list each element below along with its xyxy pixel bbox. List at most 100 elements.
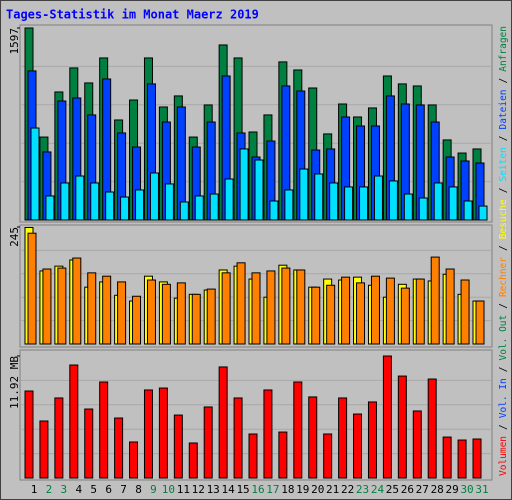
bar (344, 186, 354, 221)
bar (269, 200, 279, 221)
bar (206, 288, 216, 345)
x-tick-label: 29 (446, 483, 459, 496)
bar (356, 282, 366, 345)
bar (90, 182, 100, 221)
legend-separator: / (498, 303, 509, 309)
bar (236, 262, 246, 345)
bar (179, 201, 189, 221)
x-tick-label: 22 (341, 483, 354, 496)
x-tick-label: 1 (31, 483, 38, 496)
bar (430, 256, 440, 345)
legend: Volumen / Vol. In / Vol. Out / Rechner / Besuche… (498, 26, 509, 476)
legend-separator: / (498, 366, 509, 372)
x-tick-label: 16 (251, 483, 264, 496)
y-tick-label: 245 (8, 227, 21, 247)
bar (412, 410, 422, 479)
bar (224, 178, 234, 221)
bar (472, 438, 482, 479)
legend-entry: Dateien (498, 89, 509, 129)
bar (75, 175, 85, 221)
legend-separator: / (498, 78, 509, 84)
bar (114, 417, 124, 479)
x-tick-label: 28 (431, 483, 444, 496)
bar (359, 186, 369, 221)
bar (457, 439, 467, 479)
y-tick-label: 1597 (8, 28, 21, 55)
bar (42, 268, 52, 345)
bar (69, 364, 79, 479)
bar (397, 375, 407, 479)
bar (427, 378, 437, 479)
x-tick-label: 18 (281, 483, 294, 496)
bar (284, 189, 294, 221)
x-tick-label: 12 (192, 483, 205, 496)
bar (24, 390, 34, 479)
bar (293, 381, 303, 479)
bar (45, 195, 55, 221)
bar (382, 355, 392, 479)
bar (149, 172, 159, 221)
bar (388, 180, 398, 221)
bar (203, 406, 213, 479)
bar (418, 197, 428, 221)
legend-entry: Vol. Out (498, 315, 509, 361)
x-tick-label: 4 (75, 483, 82, 496)
bar (39, 420, 49, 479)
legend-entry: Seiten (498, 147, 509, 181)
x-tick-label: 17 (266, 483, 279, 496)
x-tick-label: 21 (326, 483, 339, 496)
bar (209, 193, 219, 221)
bar (120, 196, 130, 221)
bar (164, 183, 174, 221)
x-tick-label: 14 (222, 483, 236, 496)
legend-entry: Besuche (498, 199, 509, 239)
bar (99, 381, 109, 479)
bar (117, 281, 127, 345)
bar (353, 413, 363, 479)
legend-separator: / (498, 424, 509, 430)
bar (135, 189, 145, 221)
bar (218, 366, 228, 479)
bar (87, 272, 97, 345)
bar (373, 175, 383, 221)
x-tick-label: 31 (475, 483, 488, 496)
x-tick-label: 27 (416, 483, 429, 496)
x-tick-label: 13 (207, 483, 220, 496)
x-tick-label: 26 (401, 483, 414, 496)
bar (314, 173, 324, 221)
x-tick-label: 20 (311, 483, 324, 496)
legend-entry: Anfragen (498, 26, 509, 72)
bar (323, 433, 333, 479)
bar (263, 389, 273, 479)
x-tick-label: 6 (105, 483, 112, 496)
bar (415, 278, 425, 345)
bar (308, 396, 318, 479)
bar (221, 272, 231, 345)
bar (326, 284, 336, 345)
bar (248, 433, 258, 479)
x-tick-label: 25 (386, 483, 399, 496)
bar (191, 293, 201, 345)
bar (460, 279, 470, 345)
bar (146, 279, 156, 345)
bar (296, 269, 306, 345)
x-tick-label: 5 (90, 483, 97, 496)
bar (281, 267, 291, 345)
bar (30, 127, 40, 221)
bar (463, 200, 473, 221)
legend-separator: / (498, 245, 509, 251)
bar (329, 182, 339, 221)
bar (299, 168, 309, 221)
bar (338, 397, 348, 479)
x-tick-label: 3 (61, 483, 68, 496)
chart-title: Tages-Statistik im Monat Maerz 2019 (6, 8, 259, 22)
bar (239, 148, 249, 221)
x-tick-label: 2 (46, 483, 53, 496)
x-tick-label: 30 (460, 483, 473, 496)
legend-separator: / (498, 135, 509, 141)
bar (400, 287, 410, 345)
bar (27, 232, 37, 345)
bar (176, 282, 186, 345)
bar (254, 159, 264, 221)
